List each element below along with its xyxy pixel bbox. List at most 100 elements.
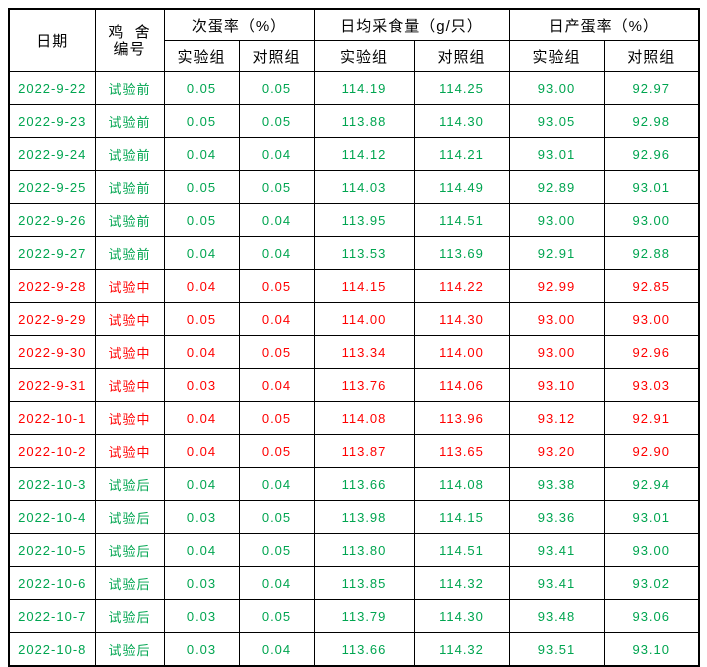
value-cell: 113.66 <box>313 467 415 501</box>
value-cell: 0.04 <box>238 566 315 600</box>
value-cell: 93.00 <box>508 302 605 336</box>
table-row: 2022-9-26 试验前 0.05 0.04 113.95 114.51 93.00 93.… <box>8 203 700 237</box>
table-body: 2022-9-22 试验前 0.05 0.05 114.19 114.25 93.00 92.… <box>8 71 700 667</box>
date-cell: 2022-9-23 <box>8 104 96 138</box>
value-cell: 93.10 <box>508 368 605 402</box>
phase-cell: 试验中 <box>94 269 165 303</box>
phase-cell: 试验中 <box>94 302 165 336</box>
table-row: 2022-10-6 试验后 0.03 0.04 113.85 114.32 93.41 93.… <box>8 566 700 600</box>
value-cell: 0.03 <box>163 599 240 633</box>
subheader-control-group-1: 对照组 <box>238 40 315 72</box>
phase-cell: 试验中 <box>94 368 165 402</box>
value-cell: 113.80 <box>313 533 415 567</box>
value-cell: 93.06 <box>603 599 700 633</box>
header-sub-row: 实验组 对照组 实验组 对照组 实验组 对照组 <box>9 40 700 72</box>
value-cell: 93.36 <box>508 500 605 534</box>
header-group-defective-egg-rate: 次蛋率（%） <box>163 8 315 41</box>
date-cell: 2022-10-1 <box>8 401 96 435</box>
value-cell: 92.96 <box>603 137 700 171</box>
phase-cell: 试验后 <box>94 599 165 633</box>
value-cell: 92.94 <box>603 467 700 501</box>
value-cell: 114.51 <box>413 533 510 567</box>
table-row: 2022-10-3 试验后 0.04 0.04 113.66 114.08 93.38 92.… <box>8 467 700 501</box>
date-cell: 2022-9-26 <box>8 203 96 237</box>
value-cell: 0.05 <box>238 335 315 369</box>
phase-cell: 试验前 <box>94 137 165 171</box>
value-cell: 113.96 <box>413 401 510 435</box>
subheader-control-group-3: 对照组 <box>603 40 700 72</box>
phase-cell: 试验前 <box>94 170 165 204</box>
value-cell: 93.00 <box>508 71 605 105</box>
value-cell: 92.96 <box>603 335 700 369</box>
value-cell: 0.04 <box>238 137 315 171</box>
phase-cell: 试验前 <box>94 236 165 270</box>
value-cell: 114.30 <box>413 104 510 138</box>
date-cell: 2022-9-25 <box>8 170 96 204</box>
date-cell: 2022-9-27 <box>8 236 96 270</box>
value-cell: 114.08 <box>313 401 415 435</box>
date-cell: 2022-9-22 <box>8 71 96 105</box>
header-date: 日期 <box>8 8 96 72</box>
table-row: 2022-10-5 试验后 0.04 0.05 113.80 114.51 93.41 93.… <box>8 533 700 567</box>
value-cell: 114.25 <box>413 71 510 105</box>
table-row: 2022-9-30 试验中 0.04 0.05 113.34 114.00 93.00 92.… <box>8 335 700 369</box>
value-cell: 0.04 <box>238 203 315 237</box>
value-cell: 93.01 <box>603 170 700 204</box>
value-cell: 113.85 <box>313 566 415 600</box>
value-cell: 0.03 <box>163 500 240 534</box>
value-cell: 113.98 <box>313 500 415 534</box>
value-cell: 114.03 <box>313 170 415 204</box>
value-cell: 114.00 <box>413 335 510 369</box>
value-cell: 0.04 <box>238 302 315 336</box>
value-cell: 0.05 <box>238 71 315 105</box>
value-cell: 113.66 <box>313 632 415 667</box>
value-cell: 0.03 <box>163 368 240 402</box>
date-cell: 2022-10-2 <box>8 434 96 468</box>
date-cell: 2022-10-3 <box>8 467 96 501</box>
subheader-control-group-2: 对照组 <box>413 40 510 72</box>
value-cell: 93.20 <box>508 434 605 468</box>
value-cell: 93.12 <box>508 401 605 435</box>
subheader-experimental-group-3: 实验组 <box>508 40 605 72</box>
value-cell: 114.12 <box>313 137 415 171</box>
value-cell: 0.05 <box>163 71 240 105</box>
date-cell: 2022-10-6 <box>8 566 96 600</box>
value-cell: 114.32 <box>413 632 510 667</box>
phase-cell: 试验后 <box>94 500 165 534</box>
value-cell: 0.04 <box>163 434 240 468</box>
value-cell: 92.85 <box>603 269 700 303</box>
value-cell: 93.41 <box>508 533 605 567</box>
value-cell: 114.21 <box>413 137 510 171</box>
value-cell: 92.91 <box>508 236 605 270</box>
data-table: 日期 鸡 舍 编号 次蛋率（%） 日均采食量（g/只） 日产蛋率（%） 实验组 … <box>8 8 700 667</box>
value-cell: 113.95 <box>313 203 415 237</box>
table-row: 2022-10-1 试验中 0.04 0.05 114.08 113.96 93.12 92.… <box>8 401 700 435</box>
value-cell: 0.04 <box>163 269 240 303</box>
phase-cell: 试验后 <box>94 566 165 600</box>
table-row: 2022-9-28 试验中 0.04 0.05 114.15 114.22 92.99 92.… <box>8 269 700 303</box>
value-cell: 114.30 <box>413 599 510 633</box>
value-cell: 93.01 <box>603 500 700 534</box>
value-cell: 0.05 <box>163 104 240 138</box>
value-cell: 0.03 <box>163 566 240 600</box>
value-cell: 0.05 <box>163 302 240 336</box>
table-row: 2022-10-7 试验后 0.03 0.05 113.79 114.30 93.48 93.… <box>8 599 700 633</box>
value-cell: 92.90 <box>603 434 700 468</box>
value-cell: 113.65 <box>413 434 510 468</box>
value-cell: 113.76 <box>313 368 415 402</box>
table-row: 2022-9-22 试验前 0.05 0.05 114.19 114.25 93.00 92.… <box>8 71 700 105</box>
value-cell: 113.53 <box>313 236 415 270</box>
date-cell: 2022-9-29 <box>8 302 96 336</box>
value-cell: 0.05 <box>238 170 315 204</box>
value-cell: 93.00 <box>603 533 700 567</box>
phase-cell: 试验后 <box>94 533 165 567</box>
value-cell: 114.15 <box>413 500 510 534</box>
value-cell: 0.04 <box>163 137 240 171</box>
value-cell: 114.22 <box>413 269 510 303</box>
value-cell: 114.08 <box>413 467 510 501</box>
subheader-experimental-group-2: 实验组 <box>313 40 415 72</box>
value-cell: 0.04 <box>163 236 240 270</box>
value-cell: 93.03 <box>603 368 700 402</box>
header-house-number: 鸡 舍 编号 <box>94 8 165 72</box>
value-cell: 0.04 <box>163 335 240 369</box>
